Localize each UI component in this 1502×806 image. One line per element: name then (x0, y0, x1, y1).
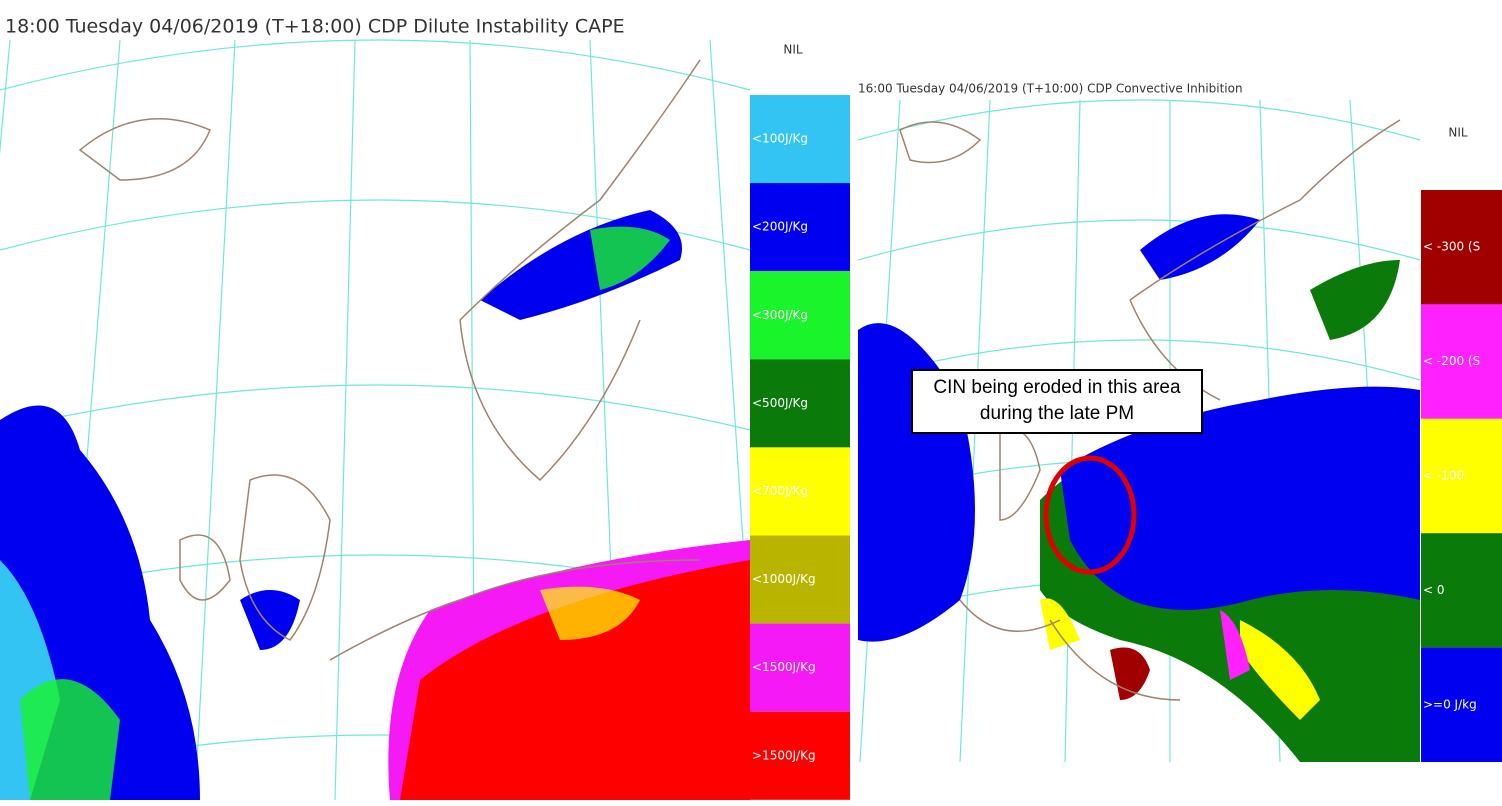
right-title: 16:00 Tuesday 04/06/2019 (T+10:00) CDP C… (858, 82, 1243, 96)
legend-swatch (750, 447, 850, 536)
legend-label: <1000J/Kg (752, 572, 816, 586)
annotation-box (911, 369, 1203, 434)
legend-swatch (750, 359, 850, 448)
legend-swatch (750, 183, 850, 272)
legend-label: < -200 (S (1423, 354, 1480, 368)
legend-swatch (1421, 647, 1502, 762)
legend-swatch (750, 535, 850, 624)
left-map (0, 39, 761, 801)
legend-swatch (750, 623, 850, 712)
right-legend-nil: NIL (1448, 126, 1468, 140)
legend-label: <700J/Kg (752, 484, 808, 498)
legend-label: <300J/Kg (752, 308, 808, 322)
right-legend: < -300 (S < -200 (S < -100 < 0 >=0 J/kg (1421, 190, 1502, 762)
legend-swatch (1421, 190, 1502, 305)
legend-label: < -300 (S (1423, 240, 1480, 254)
legend-swatch (750, 95, 850, 184)
legend-swatch (750, 711, 850, 800)
legend-label: >1500J/Kg (752, 748, 816, 762)
left-legend: <100J/Kg <200J/Kg <300J/Kg <500J/Kg <700J/Kg… (750, 95, 850, 800)
legend-label: <500J/Kg (752, 396, 808, 410)
legend-label: <1500J/Kg (752, 660, 816, 674)
legend-swatch (1421, 304, 1502, 419)
legend-label: < 0 (1423, 583, 1445, 597)
annotation: CIN being eroded in this area during the… (933, 377, 1181, 424)
legend-swatch (750, 271, 850, 360)
legend-label: <100J/Kg (752, 132, 808, 146)
legend-label: < -100 (1423, 469, 1464, 483)
legend-label: <200J/Kg (752, 220, 808, 234)
legend-label: >=0 J/kg (1423, 697, 1477, 711)
legend-swatch (1421, 533, 1502, 648)
legend-swatch (1421, 418, 1502, 534)
annotation-wrap: CIN being eroded in this area during the… (933, 377, 1181, 424)
left-title: 18:00 Tuesday 04/06/2019 (T+18:00) CDP D… (5, 16, 625, 38)
left-legend-nil: NIL (783, 43, 803, 57)
highlight-ellipse (1043, 455, 1137, 575)
